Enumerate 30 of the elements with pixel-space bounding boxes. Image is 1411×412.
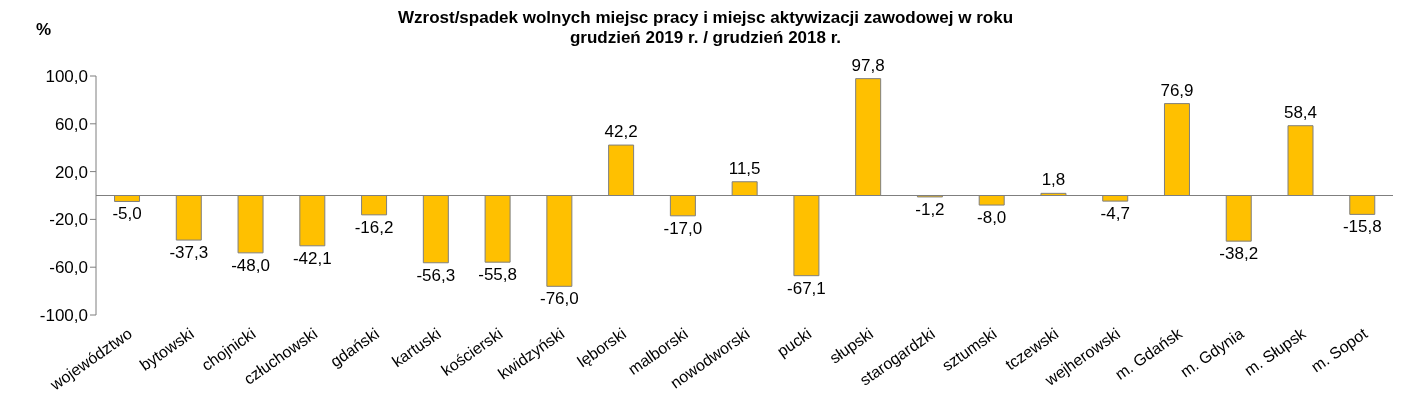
data-label: -48,0 bbox=[231, 255, 270, 275]
y-tick-label: -20,0 bbox=[49, 210, 88, 230]
data-label: -55,8 bbox=[478, 265, 517, 285]
data-label: -5,0 bbox=[112, 204, 142, 224]
data-label: -1,2 bbox=[915, 199, 945, 219]
chart-subtitle: grudzień 2019 r. / grudzień 2018 r. bbox=[569, 28, 842, 47]
data-label: -38,2 bbox=[1219, 244, 1259, 264]
y-tick-label: 60,0 bbox=[54, 114, 88, 134]
y-tick-label: 20,0 bbox=[54, 162, 88, 182]
data-label: 42,2 bbox=[604, 122, 638, 142]
y-axis-title: % bbox=[36, 20, 52, 40]
data-label: 1,8 bbox=[1041, 170, 1066, 190]
data-label: -56,3 bbox=[416, 265, 456, 285]
data-label: 97,8 bbox=[851, 55, 885, 75]
data-label: 76,9 bbox=[1160, 80, 1194, 100]
y-tick-label: -60,0 bbox=[49, 258, 88, 278]
chart-title: Wzrost/spadek wolnych miejsc pracy i miejsc aktywizacji zawodowej w roku bbox=[397, 8, 1014, 27]
data-label: 58,4 bbox=[1283, 102, 1318, 122]
data-label: -17,0 bbox=[663, 218, 703, 238]
data-label: -8,0 bbox=[977, 208, 1007, 228]
data-label: -67,1 bbox=[787, 278, 826, 298]
data-label: -76,0 bbox=[539, 289, 579, 309]
data-label: 11,5 bbox=[728, 158, 761, 178]
data-label: -37,3 bbox=[169, 243, 209, 263]
data-label: -16,2 bbox=[354, 217, 394, 237]
y-tick-label: 100,0 bbox=[45, 67, 88, 87]
data-label: -4,7 bbox=[1100, 204, 1130, 224]
y-tick-label: -100,0 bbox=[39, 306, 88, 326]
data-label: -42,1 bbox=[292, 248, 332, 268]
data-label: -15,8 bbox=[1342, 217, 1382, 237]
